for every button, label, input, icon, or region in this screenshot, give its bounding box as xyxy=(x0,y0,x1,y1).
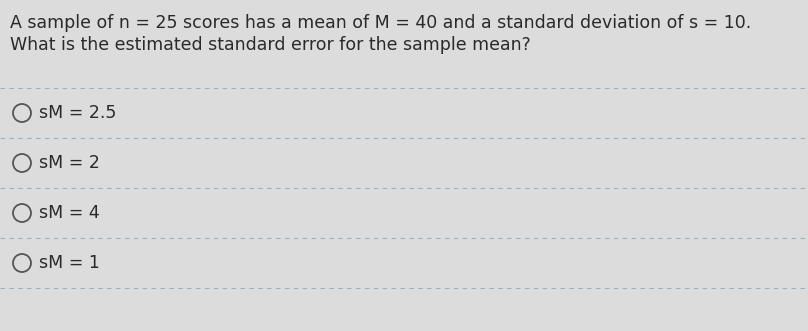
Text: A sample of n = 25 scores has a mean of M = 40 and a standard deviation of s = 1: A sample of n = 25 scores has a mean of … xyxy=(10,14,751,32)
Text: sM = 1: sM = 1 xyxy=(39,254,100,272)
Text: What is the estimated standard error for the sample mean?: What is the estimated standard error for… xyxy=(10,36,531,54)
Text: sM = 2.5: sM = 2.5 xyxy=(39,104,116,122)
Text: sM = 4: sM = 4 xyxy=(39,204,99,222)
Text: sM = 2: sM = 2 xyxy=(39,154,100,172)
